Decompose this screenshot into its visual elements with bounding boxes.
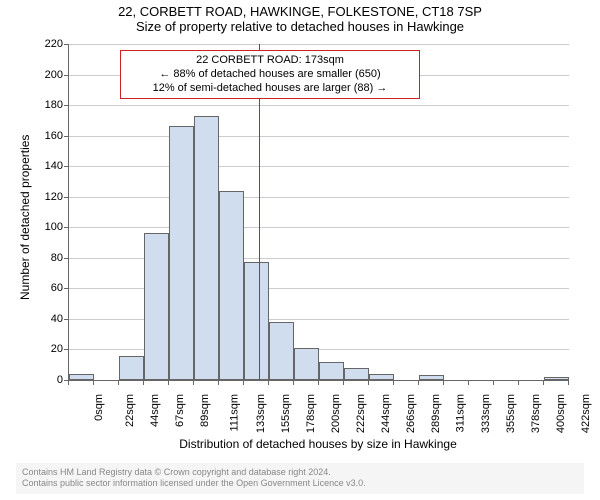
y-tick-mark [64, 44, 69, 45]
title-block: 22, CORBETT ROAD, HAWKINGE, FOLKESTONE, … [0, 0, 600, 34]
x-tick-mark [143, 380, 144, 385]
y-tick-label: 160 [45, 130, 63, 142]
x-tick-label: 222sqm [355, 394, 367, 433]
x-tick-label: 155sqm [280, 394, 292, 433]
histogram-bar [244, 262, 269, 380]
histogram-bar [344, 368, 369, 380]
x-tick-label: 333sqm [480, 394, 492, 433]
x-tick-mark [293, 380, 294, 385]
histogram-bar [269, 322, 294, 380]
x-tick-label: 111sqm [229, 394, 241, 432]
y-tick-mark [64, 227, 69, 228]
footer-line-2: Contains public sector information licen… [22, 478, 578, 490]
grid-line [69, 197, 569, 198]
x-tick-mark [118, 380, 119, 385]
x-tick-mark [318, 380, 319, 385]
x-tick-mark [343, 380, 344, 385]
x-tick-label: 266sqm [405, 394, 417, 433]
grid-line [69, 136, 569, 137]
x-tick-mark [418, 380, 419, 385]
x-tick-mark [218, 380, 219, 385]
y-tick-mark [64, 136, 69, 137]
histogram-bar [219, 191, 244, 380]
annotation-line: 12% of semi-detached houses are larger (… [129, 82, 411, 96]
x-tick-mark [568, 380, 569, 385]
y-tick-mark [64, 166, 69, 167]
y-tick-label: 40 [51, 313, 63, 325]
x-tick-mark [93, 380, 94, 385]
y-tick-label: 0 [57, 374, 63, 386]
x-tick-mark [368, 380, 369, 385]
x-tick-label: 44sqm [149, 394, 161, 427]
y-tick-label: 120 [45, 191, 63, 203]
y-tick-mark [64, 349, 69, 350]
chart-container: 22, CORBETT ROAD, HAWKINGE, FOLKESTONE, … [0, 0, 600, 500]
x-tick-mark [443, 380, 444, 385]
x-tick-mark [493, 380, 494, 385]
y-tick-label: 20 [51, 343, 63, 355]
y-axis-label: Number of detached properties [18, 135, 32, 300]
y-tick-label: 180 [45, 99, 63, 111]
x-tick-label: 244sqm [380, 394, 392, 433]
y-tick-mark [64, 197, 69, 198]
y-tick-label: 60 [51, 282, 63, 294]
x-tick-label: 355sqm [505, 394, 517, 433]
histogram-bar [144, 233, 169, 380]
footer-line-1: Contains HM Land Registry data © Crown c… [22, 467, 578, 479]
grid-line [69, 105, 569, 106]
histogram-bar [119, 356, 144, 380]
x-tick-label: 378sqm [530, 394, 542, 433]
grid-line [69, 44, 569, 45]
y-tick-label: 140 [45, 160, 63, 172]
y-tick-mark [64, 288, 69, 289]
x-tick-label: 422sqm [580, 394, 592, 433]
x-tick-label: 89sqm [199, 394, 211, 427]
title-line-2: Size of property relative to detached ho… [0, 19, 600, 34]
x-tick-label: 0sqm [93, 394, 105, 421]
y-tick-mark [64, 258, 69, 259]
attribution-footer: Contains HM Land Registry data © Crown c… [16, 463, 584, 494]
x-tick-mark [468, 380, 469, 385]
x-tick-label: 22sqm [124, 394, 136, 427]
grid-line [69, 166, 569, 167]
title-line-1: 22, CORBETT ROAD, HAWKINGE, FOLKESTONE, … [0, 4, 600, 19]
x-tick-label: 289sqm [430, 394, 442, 433]
histogram-bar [294, 348, 319, 380]
x-tick-label: 133sqm [255, 394, 267, 433]
x-tick-mark [68, 380, 69, 385]
annotation-line: ← 88% of detached houses are smaller (65… [129, 68, 411, 82]
x-tick-mark [193, 380, 194, 385]
x-tick-mark [543, 380, 544, 385]
x-tick-mark [268, 380, 269, 385]
x-tick-label: 67sqm [174, 394, 186, 427]
x-tick-mark [168, 380, 169, 385]
grid-line [69, 227, 569, 228]
x-tick-mark [518, 380, 519, 385]
x-tick-mark [243, 380, 244, 385]
x-axis-label: Distribution of detached houses by size … [68, 437, 568, 451]
y-tick-label: 100 [45, 221, 63, 233]
y-tick-label: 80 [51, 252, 63, 264]
histogram-bar [194, 116, 219, 380]
annotation-box: 22 CORBETT ROAD: 173sqm← 88% of detached… [120, 50, 420, 99]
histogram-bar [169, 126, 194, 380]
y-tick-label: 220 [45, 38, 63, 50]
x-tick-mark [393, 380, 394, 385]
y-tick-mark [64, 75, 69, 76]
y-tick-mark [64, 319, 69, 320]
y-tick-mark [64, 105, 69, 106]
annotation-line: 22 CORBETT ROAD: 173sqm [129, 54, 411, 68]
x-tick-label: 311sqm [454, 394, 466, 432]
x-axis: 0sqm 22sqm 44sqm 67sqm 89sqm 111sqm 133sqm 155s… [68, 380, 568, 440]
x-tick-label: 400sqm [555, 394, 567, 433]
y-tick-label: 200 [45, 69, 63, 81]
x-tick-label: 178sqm [305, 394, 317, 433]
histogram-bar [319, 362, 344, 380]
x-tick-label: 200sqm [330, 394, 342, 433]
